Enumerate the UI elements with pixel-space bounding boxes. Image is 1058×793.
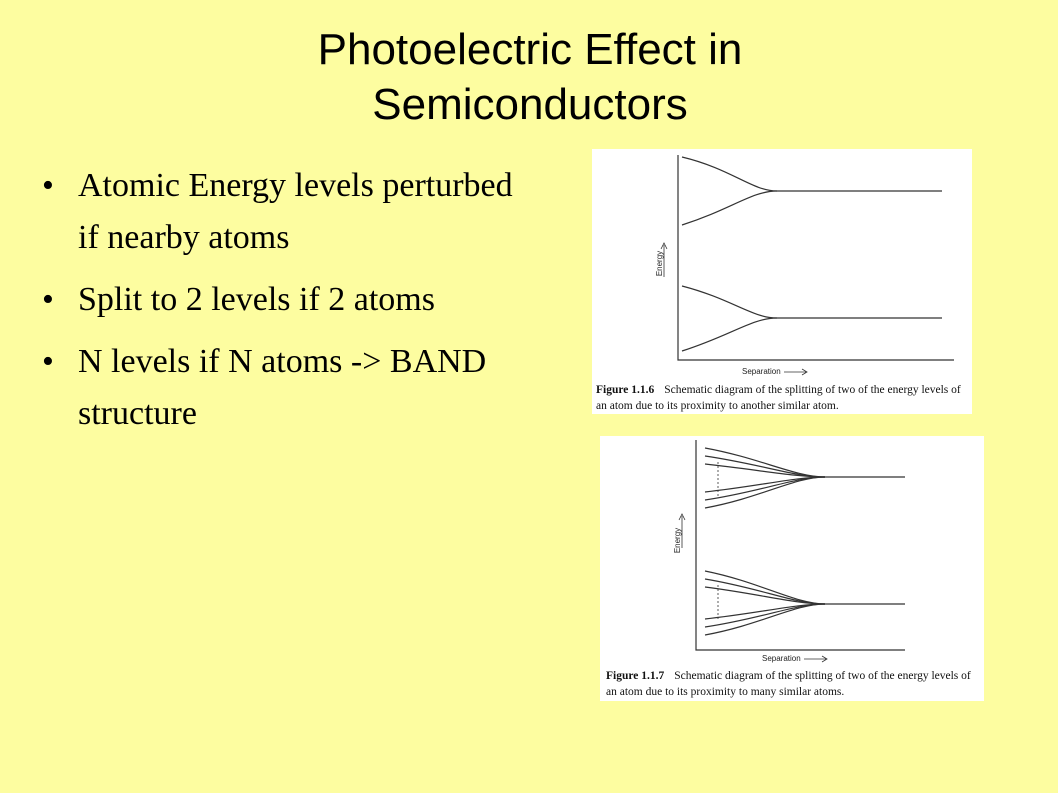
bullet: N levels if N atoms -> BAND structure	[40, 336, 520, 440]
caption-text: Schematic diagram of the splitting of tw…	[596, 384, 961, 412]
caption: Figure 1.1.6 Schematic diagram of the spl…	[596, 382, 968, 414]
figure-drawing	[660, 155, 954, 376]
y-axis-label: Energy	[655, 250, 665, 277]
figure: Energy Separation Figure 1.1.7 Schematic …	[600, 436, 984, 701]
slide-title: Photoelectric Effect in Semiconductors	[317, 25, 743, 129]
caption: Figure 1.1.7 Schematic diagram of the spl…	[606, 668, 980, 700]
x-axis-label: Separation	[742, 367, 781, 376]
figure-label: Figure 1.1.6	[596, 384, 655, 396]
bullet: Split to 2 levels if 2 atoms	[40, 274, 520, 326]
figure: Energy Separation Figure 1.1.6 Schematic …	[592, 149, 972, 414]
bullet: Atomic Energy levels perturbed if nearby…	[40, 160, 520, 264]
figure-drawing	[678, 440, 905, 663]
y-axis-label: Energy	[673, 527, 683, 554]
figure-label: Figure 1.1.7	[606, 670, 665, 682]
bullet-list: Atomic Energy levels perturbed if nearby…	[40, 160, 520, 450]
x-axis-label: Separation	[762, 654, 801, 663]
caption-text: Schematic diagram of the splitting of tw…	[606, 670, 971, 698]
